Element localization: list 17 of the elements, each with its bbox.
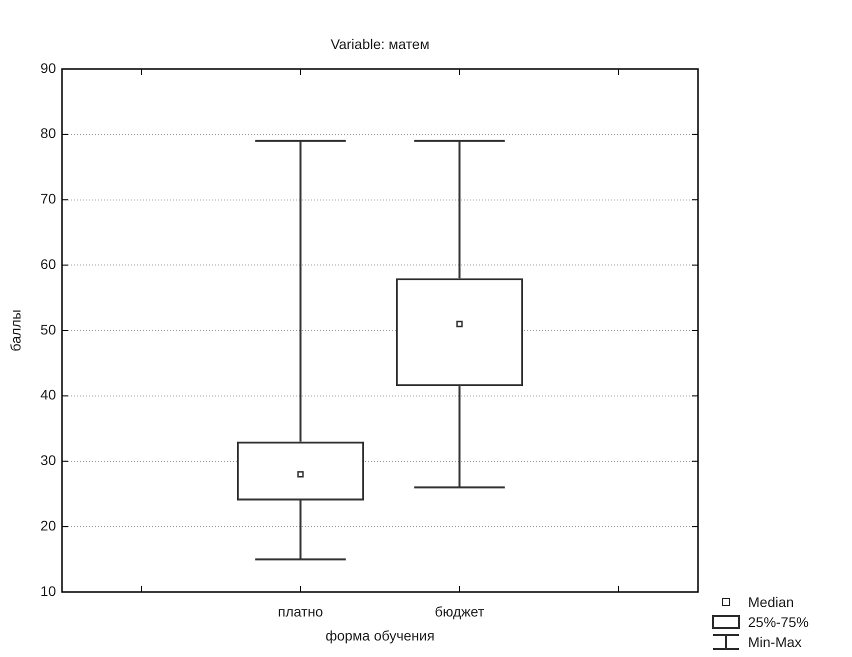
text: Median bbox=[748, 594, 794, 610]
y-tick-label: 70 bbox=[40, 190, 56, 207]
y-tick-label: 20 bbox=[40, 517, 56, 534]
y-tick-label: 80 bbox=[40, 125, 56, 142]
chart-title: Variable: матем bbox=[330, 36, 430, 52]
y-tick-label: 50 bbox=[40, 321, 56, 338]
y-tick-label: 30 bbox=[40, 452, 56, 468]
x-axis-title: форма обучения bbox=[325, 627, 435, 644]
text: 25%-75% bbox=[748, 614, 809, 630]
x-tick-label: платно bbox=[278, 603, 324, 620]
y-tick-label: 90 bbox=[40, 60, 56, 76]
y-axis-title: баллы bbox=[7, 310, 24, 352]
text: Min-Max bbox=[748, 634, 802, 650]
y-tick-label: 60 bbox=[40, 256, 56, 272]
x-tick-label: бюджет bbox=[434, 603, 485, 620]
y-tick-label: 10 bbox=[40, 582, 56, 599]
y-tick-label: 40 bbox=[40, 386, 56, 403]
